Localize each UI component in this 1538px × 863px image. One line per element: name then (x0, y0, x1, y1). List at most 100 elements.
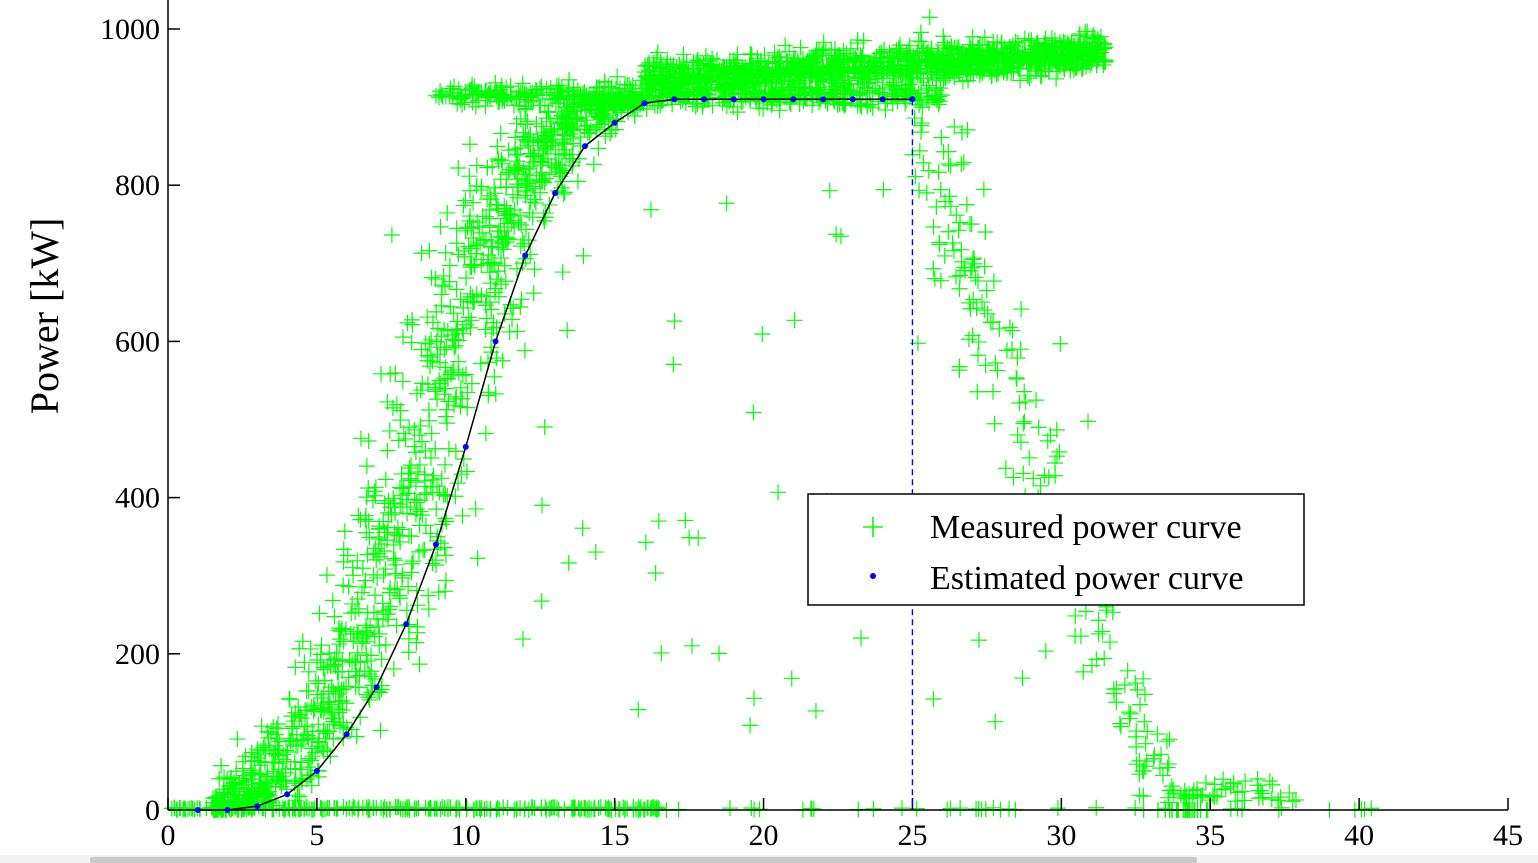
measured-point (1025, 470, 1042, 487)
measured-point (590, 140, 607, 157)
measured-point (942, 157, 959, 174)
measured-point (969, 383, 986, 400)
measured-point (471, 235, 488, 252)
measured-point (421, 242, 438, 259)
y-tick-label: 400 (115, 482, 160, 515)
measured-point (484, 239, 501, 256)
measured-point (560, 554, 577, 571)
measured-point (463, 312, 480, 329)
measured-point (1106, 685, 1123, 702)
measured-point (770, 484, 787, 501)
measured-point (350, 600, 367, 617)
estimated-point (671, 96, 678, 103)
measured-point (960, 331, 977, 348)
horizontal-scrollbar-thumb[interactable] (90, 857, 1197, 863)
measured-point (953, 156, 970, 173)
measured-point (986, 415, 1003, 432)
measured-point (438, 401, 455, 418)
measured-point (534, 497, 551, 514)
measured-point (509, 800, 526, 817)
measured-point (442, 298, 459, 315)
measured-point (421, 335, 438, 352)
measured-point (394, 373, 411, 390)
measured-point (967, 269, 984, 286)
measured-point (985, 799, 1002, 816)
measured-point (438, 408, 455, 425)
measured-point (997, 460, 1014, 477)
measured-point (363, 663, 380, 680)
measured-point (783, 670, 800, 687)
measured-point (415, 542, 432, 559)
measured-point (404, 316, 421, 333)
measured-point (647, 565, 664, 582)
measured-point (399, 314, 416, 331)
measured-point (343, 605, 360, 622)
measured-point (559, 322, 576, 339)
measured-point (229, 731, 246, 748)
y-tick-label: 0 (145, 794, 160, 827)
measured-point (1016, 383, 1033, 400)
estimated-point (790, 96, 797, 103)
measured-point (1237, 773, 1254, 790)
measured-point (911, 182, 928, 199)
measured-point (1021, 70, 1038, 87)
measured-point (300, 663, 317, 680)
measured-point (373, 365, 390, 382)
measured-point (1136, 713, 1153, 730)
measured-point (381, 422, 398, 439)
measured-point (910, 33, 927, 50)
measured-point (1284, 793, 1301, 810)
measured-point (742, 717, 759, 734)
measured-point (1012, 434, 1029, 451)
measured-point (438, 513, 455, 530)
measured-point (454, 507, 471, 524)
measured-point (1014, 670, 1031, 687)
measured-point (1163, 778, 1180, 795)
measured-point (1134, 762, 1151, 779)
measured-point (267, 779, 284, 796)
measured-point (1096, 650, 1113, 667)
measured-point (377, 636, 394, 653)
measured-point (437, 244, 454, 261)
measured-point (1030, 419, 1047, 436)
measured-point (1208, 788, 1225, 805)
measured-point (953, 241, 970, 258)
measured-point (469, 550, 486, 567)
measured-point (330, 622, 347, 639)
x-tick-label: 10 (451, 819, 481, 852)
measured-point (1048, 448, 1065, 465)
estimated-point (313, 767, 320, 774)
measured-point (1001, 319, 1018, 336)
measured-point (615, 799, 632, 816)
measured-point (1236, 792, 1253, 809)
estimated-point (224, 807, 231, 813)
measured-point (987, 713, 1004, 730)
measured-point (987, 354, 1004, 371)
legend: Measured power curve Estimated power cur… (807, 493, 1305, 606)
measured-point (486, 284, 503, 301)
measured-point (428, 501, 445, 518)
measured-point (512, 299, 529, 316)
measured-point (362, 619, 379, 636)
measured-point (805, 801, 822, 818)
measured-point (921, 9, 938, 26)
measured-point (411, 656, 428, 673)
measured-point (497, 273, 514, 290)
measured-point (353, 635, 370, 652)
estimated-point (701, 96, 707, 103)
measured-point (385, 660, 402, 677)
measured-point (1016, 413, 1033, 430)
measured-point (518, 221, 535, 238)
estimated-point (284, 791, 291, 798)
measured-point (533, 593, 550, 610)
y-tick-label: 1000 (100, 13, 160, 46)
measured-point (333, 620, 350, 637)
estimated-point (373, 684, 380, 691)
measured-point (348, 728, 365, 745)
measured-point (1090, 612, 1107, 629)
measured-point (450, 353, 467, 370)
estimated-point (522, 252, 529, 259)
measured-point (420, 587, 437, 604)
measured-point (331, 636, 348, 653)
measured-point (875, 181, 892, 198)
